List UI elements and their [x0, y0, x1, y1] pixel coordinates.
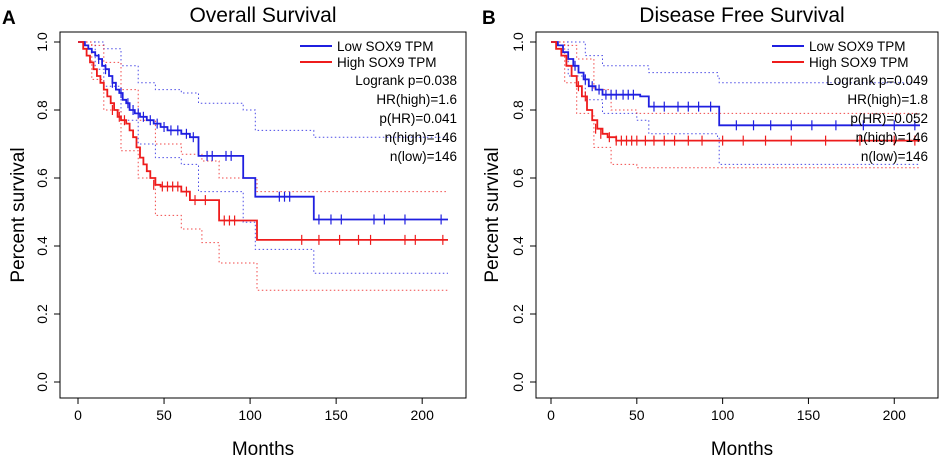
y-axis-label: Percent survival: [8, 147, 29, 282]
stat-n-low: n(low)=146: [390, 149, 457, 164]
x-tick-label: 50: [156, 407, 172, 423]
stat-n-low: n(low)=146: [861, 149, 928, 164]
y-tick-label: 0.0: [34, 372, 50, 392]
legend-label-low: Low SOX9 TPM: [809, 39, 906, 54]
stat-logrank: Logrank p=0.049: [826, 73, 928, 88]
ci-lower-low: [551, 41, 920, 165]
x-tick-label: 200: [411, 407, 435, 423]
x-axis-label: Months: [711, 439, 773, 460]
stat-n-high: n(high)=146: [856, 130, 928, 145]
x-tick-label: 200: [883, 407, 907, 423]
stat-hr: HR(high)=1.6: [376, 92, 457, 107]
y-tick-label: 0.8: [510, 100, 526, 120]
y-tick-label: 0.6: [34, 168, 50, 188]
stat-p-hr: p(HR)=0.041: [379, 111, 457, 126]
y-tick-label: 0.4: [34, 236, 50, 256]
stat-logrank: Logrank p=0.038: [355, 73, 457, 88]
x-tick-label: 100: [238, 407, 262, 423]
y-tick-label: 1.0: [510, 32, 526, 52]
disease-free-survival-panel: B Disease Free Survival 0.0 0.2 0.4 0.6 0.8 1…: [482, 4, 939, 460]
stat-hr: HR(high)=1.8: [847, 92, 928, 107]
censor-marks: [574, 60, 916, 146]
legend-label-high: High SOX9 TPM: [809, 55, 909, 70]
ci-lower-high: [551, 41, 920, 169]
y-axis: 0.0 0.2 0.4 0.6 0.8 1.0: [34, 32, 60, 392]
x-tick-label: 150: [324, 407, 348, 423]
y-axis-label: Percent survival: [482, 147, 503, 282]
legend: Low SOX9 TPM High SOX9 TPM Logrank p=0.0…: [300, 39, 457, 164]
y-tick-label: 0.6: [510, 168, 526, 188]
y-tick-label: 0.0: [510, 372, 526, 392]
x-axis: 0 50 100 150 200: [547, 398, 906, 423]
legend: Low SOX9 TPM High SOX9 TPM Logrank p=0.0…: [772, 39, 928, 164]
survival-curves: [551, 41, 920, 142]
survival-curve-high: [78, 41, 448, 241]
panel-letter-a: A: [2, 8, 16, 29]
stat-n-high: n(high)=146: [385, 130, 457, 145]
y-tick-label: 0.8: [34, 100, 50, 120]
censor-marks: [98, 54, 444, 245]
overall-survival-panel: A Overall Survival 0.0 0.2 0.4 0.6 0.8 1.0 0 5…: [2, 4, 467, 460]
y-tick-label: 1.0: [34, 32, 50, 52]
y-axis: 0.0 0.2 0.4 0.6 0.8 1.0: [510, 32, 536, 392]
stat-p-hr: p(HR)=0.052: [850, 111, 928, 126]
ci-upper-high: [78, 41, 448, 193]
confidence-bands: [551, 41, 920, 169]
ci-upper-low: [551, 41, 920, 84]
legend-label-low: Low SOX9 TPM: [337, 39, 434, 54]
plot-frame: [59, 31, 467, 399]
survival-curve-high: [551, 41, 920, 142]
y-tick-label: 0.2: [510, 304, 526, 324]
x-tick-label: 150: [797, 407, 821, 423]
legend-label-high: High SOX9 TPM: [337, 55, 437, 70]
ci-lower-low: [78, 41, 448, 274]
chart-title-overall-survival: Overall Survival: [189, 4, 336, 27]
survival-curve-low: [551, 41, 920, 127]
y-tick-label: 0.4: [510, 236, 526, 256]
x-tick-label: 100: [711, 407, 735, 423]
chart-title-disease-free-survival: Disease Free Survival: [639, 4, 844, 27]
plot-frame: [535, 31, 939, 399]
x-axis: 0 50 100 150 200: [74, 398, 434, 423]
x-tick-label: 0: [74, 407, 82, 423]
panel-letter-b: B: [482, 8, 496, 29]
y-tick-label: 0.2: [34, 304, 50, 324]
x-tick-label: 0: [547, 407, 555, 423]
x-tick-label: 50: [629, 407, 645, 423]
x-axis-label: Months: [232, 439, 294, 460]
